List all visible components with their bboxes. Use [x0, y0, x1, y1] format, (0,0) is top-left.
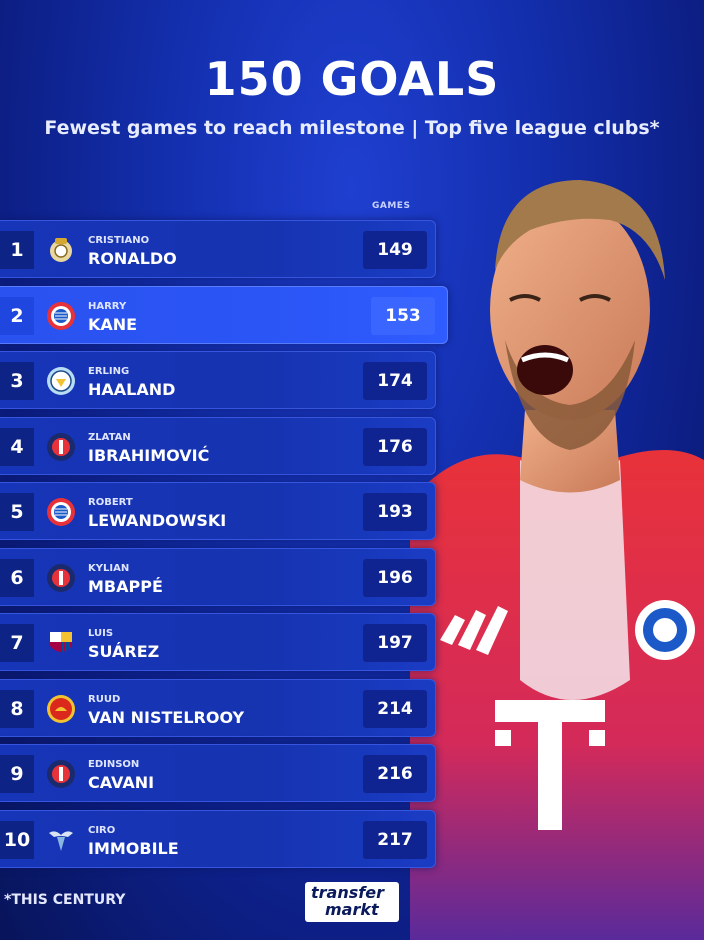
player-first-name: HARRY	[88, 300, 127, 312]
player-last-name: KANE	[88, 314, 138, 334]
psg-crest-icon	[47, 760, 75, 788]
transfermarkt-logo: transfer markt	[305, 882, 399, 922]
ranking-row: 3 ERLING HAALAND 174	[0, 351, 436, 409]
player-first-name: CRISTIANO	[88, 235, 150, 246]
man-city-crest-icon	[47, 367, 75, 395]
ranking-row: 8 RUUD VAN NISTELROOY 214	[0, 678, 436, 737]
games-count: 153	[371, 296, 435, 335]
ranking-row: 4 ZLATAN IBRAHIMOVIĆ 176	[0, 416, 436, 475]
page-title: 150 GOALS	[204, 52, 500, 106]
player-last-name: VAN NISTELROOY	[88, 707, 245, 727]
rank-number: 7	[0, 624, 34, 662]
player-first-name: ERLING	[88, 366, 130, 377]
player-first-name: ZLATAN	[88, 431, 131, 443]
logo-line-1: transfer	[311, 883, 384, 902]
rank-number: 6	[0, 558, 34, 597]
ranking-row: 7 LUIS SUÁREZ 197	[0, 613, 436, 671]
ranking-row: 9 EDINSON CAVANI 216	[0, 744, 436, 802]
ranking-row: 5 ROBERT LEWANDOWSKI 193	[0, 482, 436, 540]
real-madrid-crest-icon	[50, 238, 72, 262]
lazio-crest-icon	[49, 830, 73, 851]
man-united-crest-icon	[47, 694, 75, 723]
player-last-name: IMMOBILE	[88, 838, 179, 858]
footnote: *THIS CENTURY	[4, 892, 126, 908]
player-first-name: CIRO	[88, 824, 116, 836]
player-last-name: MBAPPÉ	[88, 576, 163, 596]
rank-number: 3	[0, 362, 34, 400]
ranking-row: 6 KYLIAN MBAPPÉ 196	[0, 547, 436, 606]
player-last-name: HAALAND	[88, 380, 176, 399]
ranking-row: 1 CRISTIANO RONALDO 149	[0, 220, 436, 278]
bayern-crest-icon	[47, 301, 75, 330]
games-count: 197	[363, 624, 427, 662]
games-count: 193	[363, 493, 427, 531]
games-count: 214	[363, 689, 427, 728]
player-last-name: SUÁREZ	[88, 642, 160, 661]
ranking-row: 2 HARRY KANE 153	[0, 285, 448, 344]
player-last-name: RONALDO	[88, 249, 177, 268]
player-first-name: LUIS	[88, 628, 114, 639]
games-count: 196	[363, 558, 427, 597]
page-subtitle: Fewest games to reach milestone | Top fi…	[44, 117, 660, 139]
bayern-crest-icon	[47, 498, 75, 526]
player-last-name: IBRAHIMOVIĆ	[88, 445, 210, 465]
rank-number: 5	[0, 493, 34, 531]
ranking-row: 10 CIRO IMMOBILE 217	[0, 809, 436, 868]
barcelona-crest-icon	[50, 632, 72, 652]
games-count: 176	[363, 427, 427, 466]
player-first-name: KYLIAN	[88, 562, 130, 574]
rank-number: 8	[0, 689, 34, 728]
games-count: 216	[363, 755, 427, 793]
games-count: 174	[363, 362, 427, 400]
games-count: 149	[363, 231, 427, 269]
player-last-name: CAVANI	[88, 773, 155, 792]
psg-crest-icon	[47, 563, 75, 592]
rank-number: 4	[0, 427, 34, 466]
player-photo	[410, 180, 704, 940]
psg-crest-icon	[47, 432, 75, 461]
rank-number: 1	[0, 231, 34, 269]
player-first-name: EDINSON	[88, 759, 140, 770]
rank-number: 2	[0, 296, 34, 335]
rank-number: 9	[0, 755, 34, 793]
games-column-header: GAMES	[372, 201, 411, 211]
logo-line-2: markt	[325, 900, 379, 919]
rank-number: 10	[0, 820, 34, 859]
player-first-name: RUUD	[88, 693, 121, 705]
player-last-name: LEWANDOWSKI	[88, 511, 227, 530]
player-first-name: ROBERT	[88, 497, 133, 508]
games-count: 217	[363, 820, 427, 859]
